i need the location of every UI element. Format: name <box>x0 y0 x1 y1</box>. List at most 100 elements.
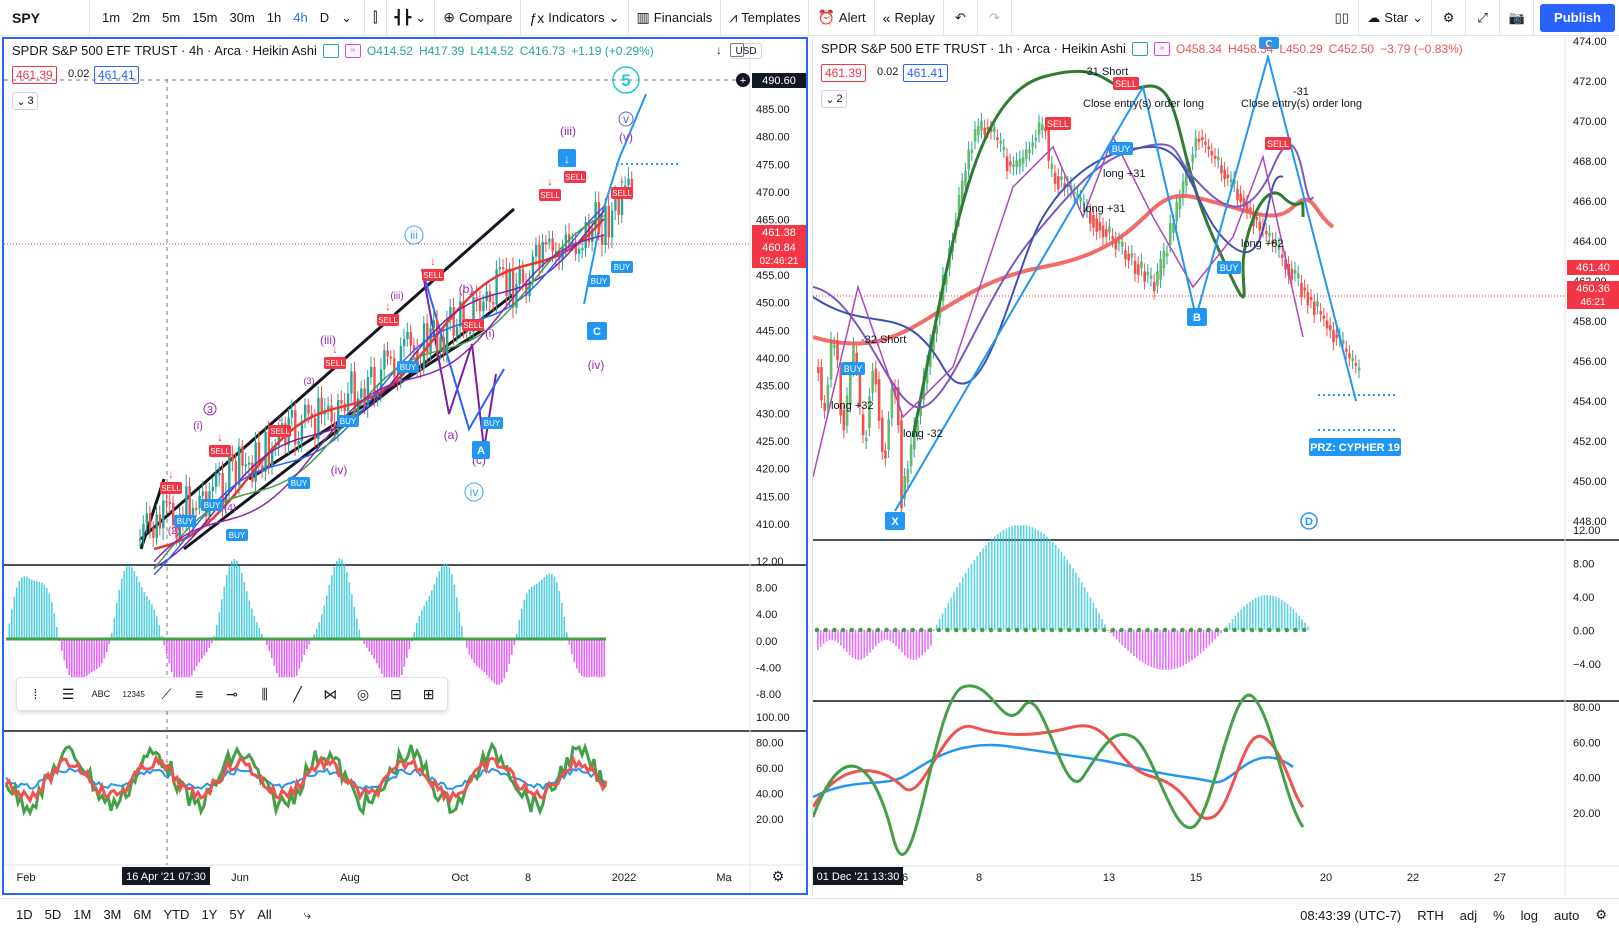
sell-signal-label: SELL <box>325 359 345 368</box>
range-icon[interactable]: ⊞ <box>422 685 435 702</box>
candle-body <box>607 205 610 238</box>
redo-button[interactable]: ↷ <box>978 0 1012 35</box>
timeframe-2m[interactable]: 2m <box>132 10 151 25</box>
left-chart-canvas[interactable]: SELL ↓ SELL ↓ SELL ↓ SELL ↓ SELL ↓ SELL ↓ SELL ↓ SELL ↓… <box>4 39 806 893</box>
axis-settings-icon[interactable]: ⚙ <box>1595 907 1607 922</box>
line-icon[interactable]: ╱ <box>293 685 302 702</box>
publish-button[interactable]: Publish <box>1540 3 1615 32</box>
settings-button[interactable]: ⚙ <box>1432 0 1467 35</box>
fib-icon[interactable]: ≡ <box>195 686 204 702</box>
timeframe-d[interactable]: D <box>319 10 330 25</box>
range-1m[interactable]: 1M <box>73 907 92 922</box>
histogram-bar <box>817 630 819 650</box>
right-chart-title[interactable]: SPDR S&P 500 ETF TRUST · 1h · Arca · Hei… <box>821 41 1126 56</box>
right-chart-pane[interactable]: SELL SELL SELL BUY BUY BUY X B C D PRZ: CYPHE… <box>812 37 1619 895</box>
xabcd-icon[interactable]: ⋈ <box>323 685 338 702</box>
histogram-bar <box>1252 599 1254 630</box>
right-chart-canvas[interactable]: SELL SELL SELL BUY BUY BUY X B C D PRZ: CYPHE… <box>813 37 1619 895</box>
timeframe-dropdown-icon[interactable]: ⌄ <box>341 9 353 25</box>
left-buy-price[interactable]: 461.41 <box>94 66 139 84</box>
zero-dot <box>1067 627 1072 633</box>
candle-body <box>855 352 858 369</box>
zero-dot <box>823 627 828 633</box>
session-toggle[interactable]: RTH <box>1417 907 1444 923</box>
histogram-bar <box>183 639 186 688</box>
right-sell-price[interactable]: 461.39 <box>821 64 866 82</box>
gann-icon[interactable]: ⫼ <box>261 685 268 702</box>
layout-name-button[interactable]: ☁ Star ⌄ <box>1359 0 1433 35</box>
histogram-bar <box>41 582 43 639</box>
adj-toggle[interactable]: adj <box>1459 907 1478 923</box>
histogram-bar <box>178 639 181 688</box>
left-chart-pane[interactable]: SELL ↓ SELL ↓ SELL ↓ SELL ↓ SELL ↓ SELL ↓ SELL ↓ SELL ↓… <box>2 37 808 895</box>
histogram-bar <box>1199 630 1202 654</box>
range-ytd[interactable]: YTD <box>163 907 190 922</box>
range-6m[interactable]: 6M <box>133 907 152 922</box>
range-5d[interactable]: 5D <box>44 907 62 922</box>
ray-icon[interactable]: ⊸ <box>226 685 238 702</box>
histogram-bar <box>588 639 591 678</box>
chart-type-bars-button[interactable]: ⫿ <box>365 0 387 35</box>
left-indicator-collapse[interactable]: ⌄ 3 <box>12 92 38 110</box>
clock[interactable]: 08:43:39 (UTC-7) <box>1300 907 1402 923</box>
compare-button[interactable]: ⊕ Compare <box>435 0 522 35</box>
replay-button[interactable]: «Replay <box>875 0 944 35</box>
cloud-icon: ☁ <box>1367 9 1381 25</box>
range-3m[interactable]: 3M <box>103 907 122 922</box>
horizontal-lines-icon[interactable]: ☰ <box>61 685 75 702</box>
zero-dot <box>997 627 1002 633</box>
percent-toggle[interactable]: % <box>1493 907 1505 923</box>
alert-button[interactable]: ⏰ Alert <box>809 0 875 35</box>
compare-toggle-icon[interactable]: ≈ <box>344 43 361 58</box>
fullscreen-button[interactable]: ⤢ <box>1466 0 1501 35</box>
trend-line-icon[interactable]: ⟋ <box>161 685 172 702</box>
range-5y[interactable]: 5Y <box>229 907 246 922</box>
candle-body <box>445 319 449 354</box>
timeframe-1h[interactable]: 1h <box>266 10 282 25</box>
buy-signal-label: BUY <box>340 417 357 426</box>
visibility-toggle-icon[interactable] <box>1131 41 1148 56</box>
financials-button[interactable]: ▥ Financials <box>629 0 722 35</box>
zero-dot <box>1093 627 1098 633</box>
indicators-button[interactable]: ƒx Indicators ⌄ <box>521 0 629 35</box>
wave-iv-circle <box>464 482 484 502</box>
drag-handle-icon[interactable]: ⁞ <box>33 686 38 702</box>
snapshot-button[interactable]: 📷 <box>1500 0 1535 35</box>
elliott-wave-icon[interactable]: 12345 <box>122 689 145 699</box>
candle-body <box>515 284 518 308</box>
timeframe-15m[interactable]: 15m <box>192 10 218 25</box>
left-chart-title[interactable]: SPDR S&P 500 ETF TRUST · 4h · Arca · Hei… <box>12 43 317 58</box>
chart-type-candles-button[interactable]: ┫┣ ⌄ <box>387 0 436 35</box>
abc-pattern-icon[interactable]: ABC <box>91 689 111 699</box>
compare-toggle-icon[interactable]: ≈ <box>1153 41 1170 56</box>
position-icon[interactable]: ⊟ <box>389 685 402 702</box>
histogram-bar <box>1214 630 1216 640</box>
range-1y[interactable]: 1Y <box>201 907 218 922</box>
log-toggle[interactable]: log <box>1520 907 1539 923</box>
auto-toggle[interactable]: auto <box>1554 907 1580 923</box>
templates-button[interactable]: ⩘ Templates <box>721 0 810 35</box>
candle-body <box>548 238 551 243</box>
histogram-bar <box>163 639 166 646</box>
histogram-bar <box>33 580 36 639</box>
symbol-search[interactable]: SPY <box>0 0 90 35</box>
left-sell-price[interactable]: 461.39 <box>12 66 57 84</box>
timeframe-5m[interactable]: 5m <box>162 10 181 25</box>
histogram-bar <box>1165 630 1167 670</box>
right-buy-price[interactable]: 461.41 <box>903 64 948 82</box>
scroll-down-icon[interactable]: ↓ <box>716 43 722 57</box>
maximize-icon[interactable] <box>730 43 744 57</box>
layout-button[interactable]: ▯▯ <box>1325 0 1360 35</box>
range-all[interactable]: All <box>257 907 272 922</box>
visibility-toggle-icon[interactable] <box>322 43 339 58</box>
range-1d[interactable]: 1D <box>16 907 33 922</box>
timeframe-1m[interactable]: 1m <box>102 10 121 25</box>
histogram-bar <box>471 639 473 660</box>
right-indicator-collapse[interactable]: ⌄ 2 <box>821 90 847 108</box>
goto-date-icon[interactable]: ⤷ <box>303 907 311 922</box>
timeframe-30m[interactable]: 30m <box>229 10 255 25</box>
undo-button[interactable]: ↶ <box>944 0 978 35</box>
histogram-bar <box>508 639 511 665</box>
fib-spiral-icon[interactable]: ◎ <box>356 685 370 702</box>
timeframe-4h[interactable]: 4h <box>293 10 308 25</box>
